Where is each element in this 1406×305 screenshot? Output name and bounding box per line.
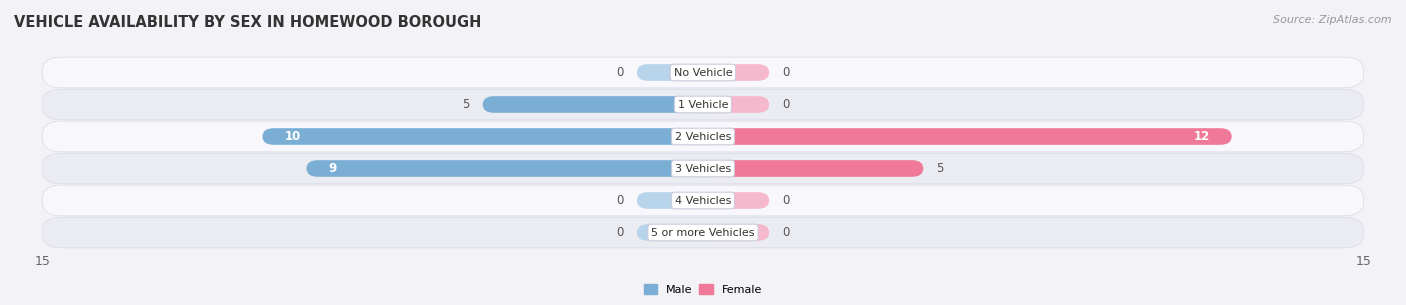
FancyBboxPatch shape <box>263 128 703 145</box>
Legend: Male, Female: Male, Female <box>640 280 766 299</box>
Text: 3 Vehicles: 3 Vehicles <box>675 163 731 174</box>
FancyBboxPatch shape <box>637 192 703 209</box>
FancyBboxPatch shape <box>703 64 769 81</box>
FancyBboxPatch shape <box>42 153 1364 184</box>
FancyBboxPatch shape <box>307 160 703 177</box>
Text: VEHICLE AVAILABILITY BY SEX IN HOMEWOOD BOROUGH: VEHICLE AVAILABILITY BY SEX IN HOMEWOOD … <box>14 15 481 30</box>
FancyBboxPatch shape <box>703 160 924 177</box>
Text: 2 Vehicles: 2 Vehicles <box>675 131 731 142</box>
FancyBboxPatch shape <box>42 89 1364 120</box>
Text: 12: 12 <box>1194 130 1209 143</box>
FancyBboxPatch shape <box>42 185 1364 216</box>
Text: 1 Vehicle: 1 Vehicle <box>678 99 728 109</box>
FancyBboxPatch shape <box>637 64 703 81</box>
Text: 5 or more Vehicles: 5 or more Vehicles <box>651 228 755 238</box>
FancyBboxPatch shape <box>703 192 769 209</box>
Text: 4 Vehicles: 4 Vehicles <box>675 196 731 206</box>
Text: 0: 0 <box>782 194 790 207</box>
FancyBboxPatch shape <box>703 96 769 113</box>
Text: 0: 0 <box>616 194 624 207</box>
Text: 9: 9 <box>329 162 337 175</box>
Text: 0: 0 <box>782 66 790 79</box>
Text: No Vehicle: No Vehicle <box>673 67 733 77</box>
Text: 0: 0 <box>782 226 790 239</box>
Text: 10: 10 <box>284 130 301 143</box>
FancyBboxPatch shape <box>482 96 703 113</box>
FancyBboxPatch shape <box>703 128 1232 145</box>
Text: 0: 0 <box>616 226 624 239</box>
Text: 5: 5 <box>463 98 470 111</box>
FancyBboxPatch shape <box>42 121 1364 152</box>
Text: 0: 0 <box>616 66 624 79</box>
Text: 0: 0 <box>782 98 790 111</box>
Text: Source: ZipAtlas.com: Source: ZipAtlas.com <box>1274 15 1392 25</box>
FancyBboxPatch shape <box>42 57 1364 88</box>
FancyBboxPatch shape <box>637 224 703 241</box>
FancyBboxPatch shape <box>42 217 1364 248</box>
Text: 5: 5 <box>936 162 943 175</box>
FancyBboxPatch shape <box>703 224 769 241</box>
